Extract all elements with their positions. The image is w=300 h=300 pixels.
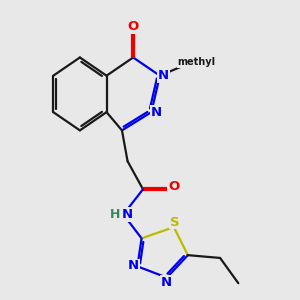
Text: S: S [169, 216, 179, 229]
Text: N: N [128, 259, 139, 272]
Text: N: N [151, 106, 162, 118]
Text: O: O [168, 180, 179, 193]
Text: N: N [161, 276, 172, 289]
Text: N: N [122, 208, 133, 221]
Text: methyl: methyl [177, 57, 215, 67]
Text: N: N [158, 69, 169, 82]
Text: H: H [110, 208, 121, 221]
Text: O: O [128, 20, 139, 33]
